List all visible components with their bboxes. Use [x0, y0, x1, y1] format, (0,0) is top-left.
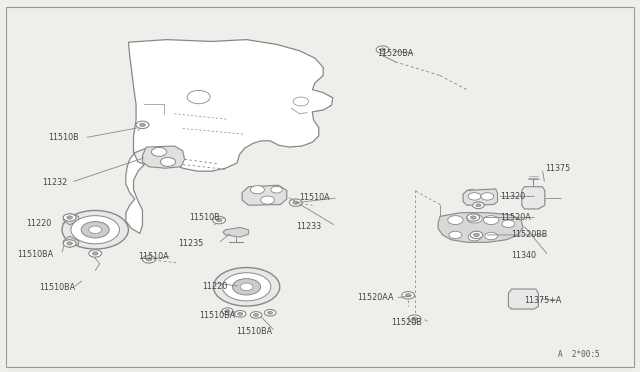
- Circle shape: [62, 211, 129, 249]
- Circle shape: [63, 240, 76, 247]
- Text: 11375: 11375: [545, 164, 570, 173]
- Circle shape: [405, 294, 411, 297]
- Circle shape: [293, 201, 299, 204]
- Text: 11510BA: 11510BA: [17, 250, 52, 259]
- Circle shape: [264, 310, 276, 316]
- Circle shape: [481, 193, 493, 200]
- Circle shape: [289, 199, 302, 206]
- Circle shape: [92, 252, 98, 255]
- Circle shape: [67, 216, 72, 219]
- Polygon shape: [438, 213, 523, 242]
- Circle shape: [470, 231, 483, 238]
- Text: 11220: 11220: [202, 282, 227, 291]
- Circle shape: [136, 121, 149, 129]
- Text: 11510A: 11510A: [138, 252, 168, 261]
- Text: 11320: 11320: [500, 192, 525, 201]
- Circle shape: [474, 233, 479, 237]
- Circle shape: [67, 242, 72, 245]
- Circle shape: [250, 186, 264, 194]
- Circle shape: [222, 273, 271, 301]
- Circle shape: [402, 292, 415, 299]
- Text: 11510A: 11510A: [300, 193, 330, 202]
- Circle shape: [468, 234, 481, 241]
- Circle shape: [221, 308, 233, 315]
- Circle shape: [143, 256, 156, 263]
- Circle shape: [212, 217, 225, 224]
- Circle shape: [376, 46, 389, 53]
- Circle shape: [216, 218, 222, 222]
- Polygon shape: [143, 146, 184, 168]
- Text: 11510BA: 11510BA: [236, 327, 272, 336]
- Circle shape: [271, 186, 282, 193]
- Text: 11375+A: 11375+A: [524, 296, 562, 305]
- Polygon shape: [463, 189, 497, 205]
- Text: 11233: 11233: [296, 221, 321, 231]
- Circle shape: [232, 279, 260, 295]
- Text: 11520A: 11520A: [500, 213, 531, 222]
- Circle shape: [483, 216, 499, 225]
- Text: 11510B: 11510B: [49, 133, 79, 142]
- Circle shape: [476, 204, 481, 207]
- Polygon shape: [63, 236, 79, 247]
- Circle shape: [140, 123, 145, 126]
- Text: 11232: 11232: [42, 178, 67, 187]
- Circle shape: [260, 196, 275, 204]
- Text: A  2*00:5: A 2*00:5: [557, 350, 599, 359]
- Circle shape: [240, 283, 253, 291]
- Circle shape: [152, 147, 167, 156]
- Circle shape: [467, 214, 479, 221]
- Circle shape: [502, 220, 515, 228]
- Circle shape: [237, 312, 243, 315]
- Text: 11510B: 11510B: [189, 213, 220, 222]
- Polygon shape: [242, 185, 287, 205]
- Polygon shape: [223, 228, 248, 237]
- Circle shape: [234, 311, 246, 317]
- Circle shape: [412, 317, 417, 320]
- Circle shape: [63, 214, 76, 221]
- Text: 11520BA: 11520BA: [378, 49, 413, 58]
- Circle shape: [472, 202, 484, 209]
- Circle shape: [146, 258, 152, 261]
- Text: 11340: 11340: [511, 251, 536, 260]
- Text: 11510BA: 11510BA: [198, 311, 235, 320]
- Circle shape: [225, 310, 230, 313]
- Circle shape: [380, 48, 385, 51]
- Polygon shape: [63, 214, 79, 225]
- Text: 11510BA: 11510BA: [39, 283, 75, 292]
- Circle shape: [467, 214, 482, 223]
- Circle shape: [89, 226, 102, 234]
- Circle shape: [187, 90, 210, 104]
- Text: 11520B: 11520B: [392, 318, 422, 327]
- Circle shape: [71, 216, 120, 244]
- Circle shape: [470, 216, 476, 219]
- Circle shape: [484, 232, 497, 240]
- Circle shape: [448, 216, 463, 225]
- Text: 11235: 11235: [178, 239, 204, 248]
- Circle shape: [449, 231, 462, 238]
- Polygon shape: [522, 187, 545, 209]
- Polygon shape: [508, 289, 538, 309]
- Text: 11220: 11220: [26, 219, 51, 228]
- Circle shape: [89, 250, 102, 257]
- Circle shape: [468, 193, 481, 200]
- Circle shape: [213, 267, 280, 306]
- Circle shape: [161, 157, 175, 166]
- Circle shape: [268, 311, 273, 314]
- Circle shape: [253, 314, 259, 317]
- Text: 11520BB: 11520BB: [511, 230, 548, 240]
- Circle shape: [293, 97, 308, 106]
- Circle shape: [250, 312, 262, 318]
- Text: 11520AA: 11520AA: [357, 294, 394, 302]
- Circle shape: [408, 315, 421, 323]
- Polygon shape: [126, 39, 333, 234]
- Circle shape: [81, 222, 109, 238]
